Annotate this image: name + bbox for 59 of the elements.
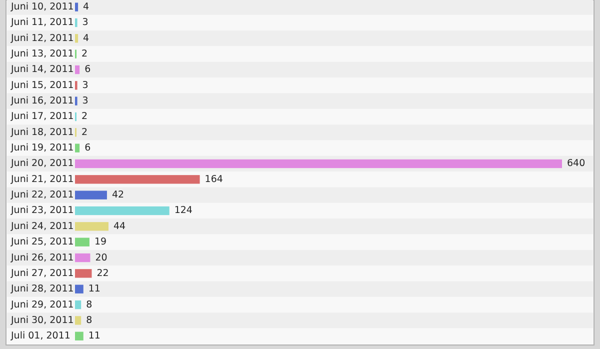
data-label: 124 [174,205,192,216]
data-label: 4 [83,2,90,13]
y-tick-label: Juni 11, 2011 [10,17,74,28]
y-tick-label: Juni 17, 2011 [10,111,74,122]
data-label: 640 [567,158,586,170]
y-tick-label: Juni 16, 2011 [10,96,74,107]
y-tick-label: Juni 25, 2011 [10,236,74,248]
bar [75,2,78,12]
bar [75,316,82,325]
y-tick-label: Juni 19, 2011 [10,142,74,154]
data-label: 22 [96,268,109,279]
data-label: 19 [94,236,107,248]
bar [75,206,170,216]
data-label: 8 [86,314,92,326]
data-label: 42 [112,190,124,201]
bar [75,144,80,152]
bar [75,332,84,340]
data-label: 11 [88,284,100,295]
data-label: 8 [86,299,92,310]
y-tick-label: Juni 28, 2011 [10,284,74,295]
bar [75,238,90,246]
data-label: 3 [82,17,88,28]
bar [75,269,92,278]
data-label: 6 [84,64,91,76]
bar [75,190,107,200]
y-tick-label: Juni 10, 2011 [10,2,74,13]
data-label: 164 [204,174,223,185]
data-label: 6 [84,142,91,154]
data-label: 2 [82,48,88,60]
bar [75,284,84,294]
bar [75,300,82,310]
bar [75,222,108,231]
y-tick-label: Juni 20, 2011 [10,158,74,170]
y-tick-label: Juni 18, 2011 [10,126,74,138]
y-tick-label: Juni 24, 2011 [10,220,74,232]
y-tick-label: Juni 27, 2011 [10,268,74,279]
data-label: 44 [113,220,126,232]
y-tick-label: Juni 29, 2011 [10,299,74,310]
y-tick-label: Juni 14, 2011 [10,64,74,76]
y-tick-label: Juni 13, 2011 [10,48,74,60]
data-label: 2 [82,111,88,122]
data-label: 11 [88,330,100,342]
y-tick-label: Juni 12, 2011 [10,32,74,44]
y-tick-label: Juni 23, 2011 [10,205,74,216]
bar [75,65,80,74]
data-label: 4 [83,32,90,44]
bar [75,253,90,262]
y-tick-label: Juni 21, 2011 [10,174,74,185]
y-tick-label: Juni 26, 2011 [10,252,74,264]
y-tick-label: Juli 01, 2011 [10,330,70,342]
data-label: 3 [82,80,88,91]
data-label: 2 [82,126,88,138]
y-tick-label: Juni 30, 2011 [10,314,74,326]
bar [75,34,78,43]
y-tick-label: Juni 22, 2011 [10,190,74,201]
bar [75,175,200,184]
data-label: 3 [82,96,88,107]
data-label: 20 [95,252,108,264]
y-tick-label: Juni 15, 2011 [10,80,74,91]
